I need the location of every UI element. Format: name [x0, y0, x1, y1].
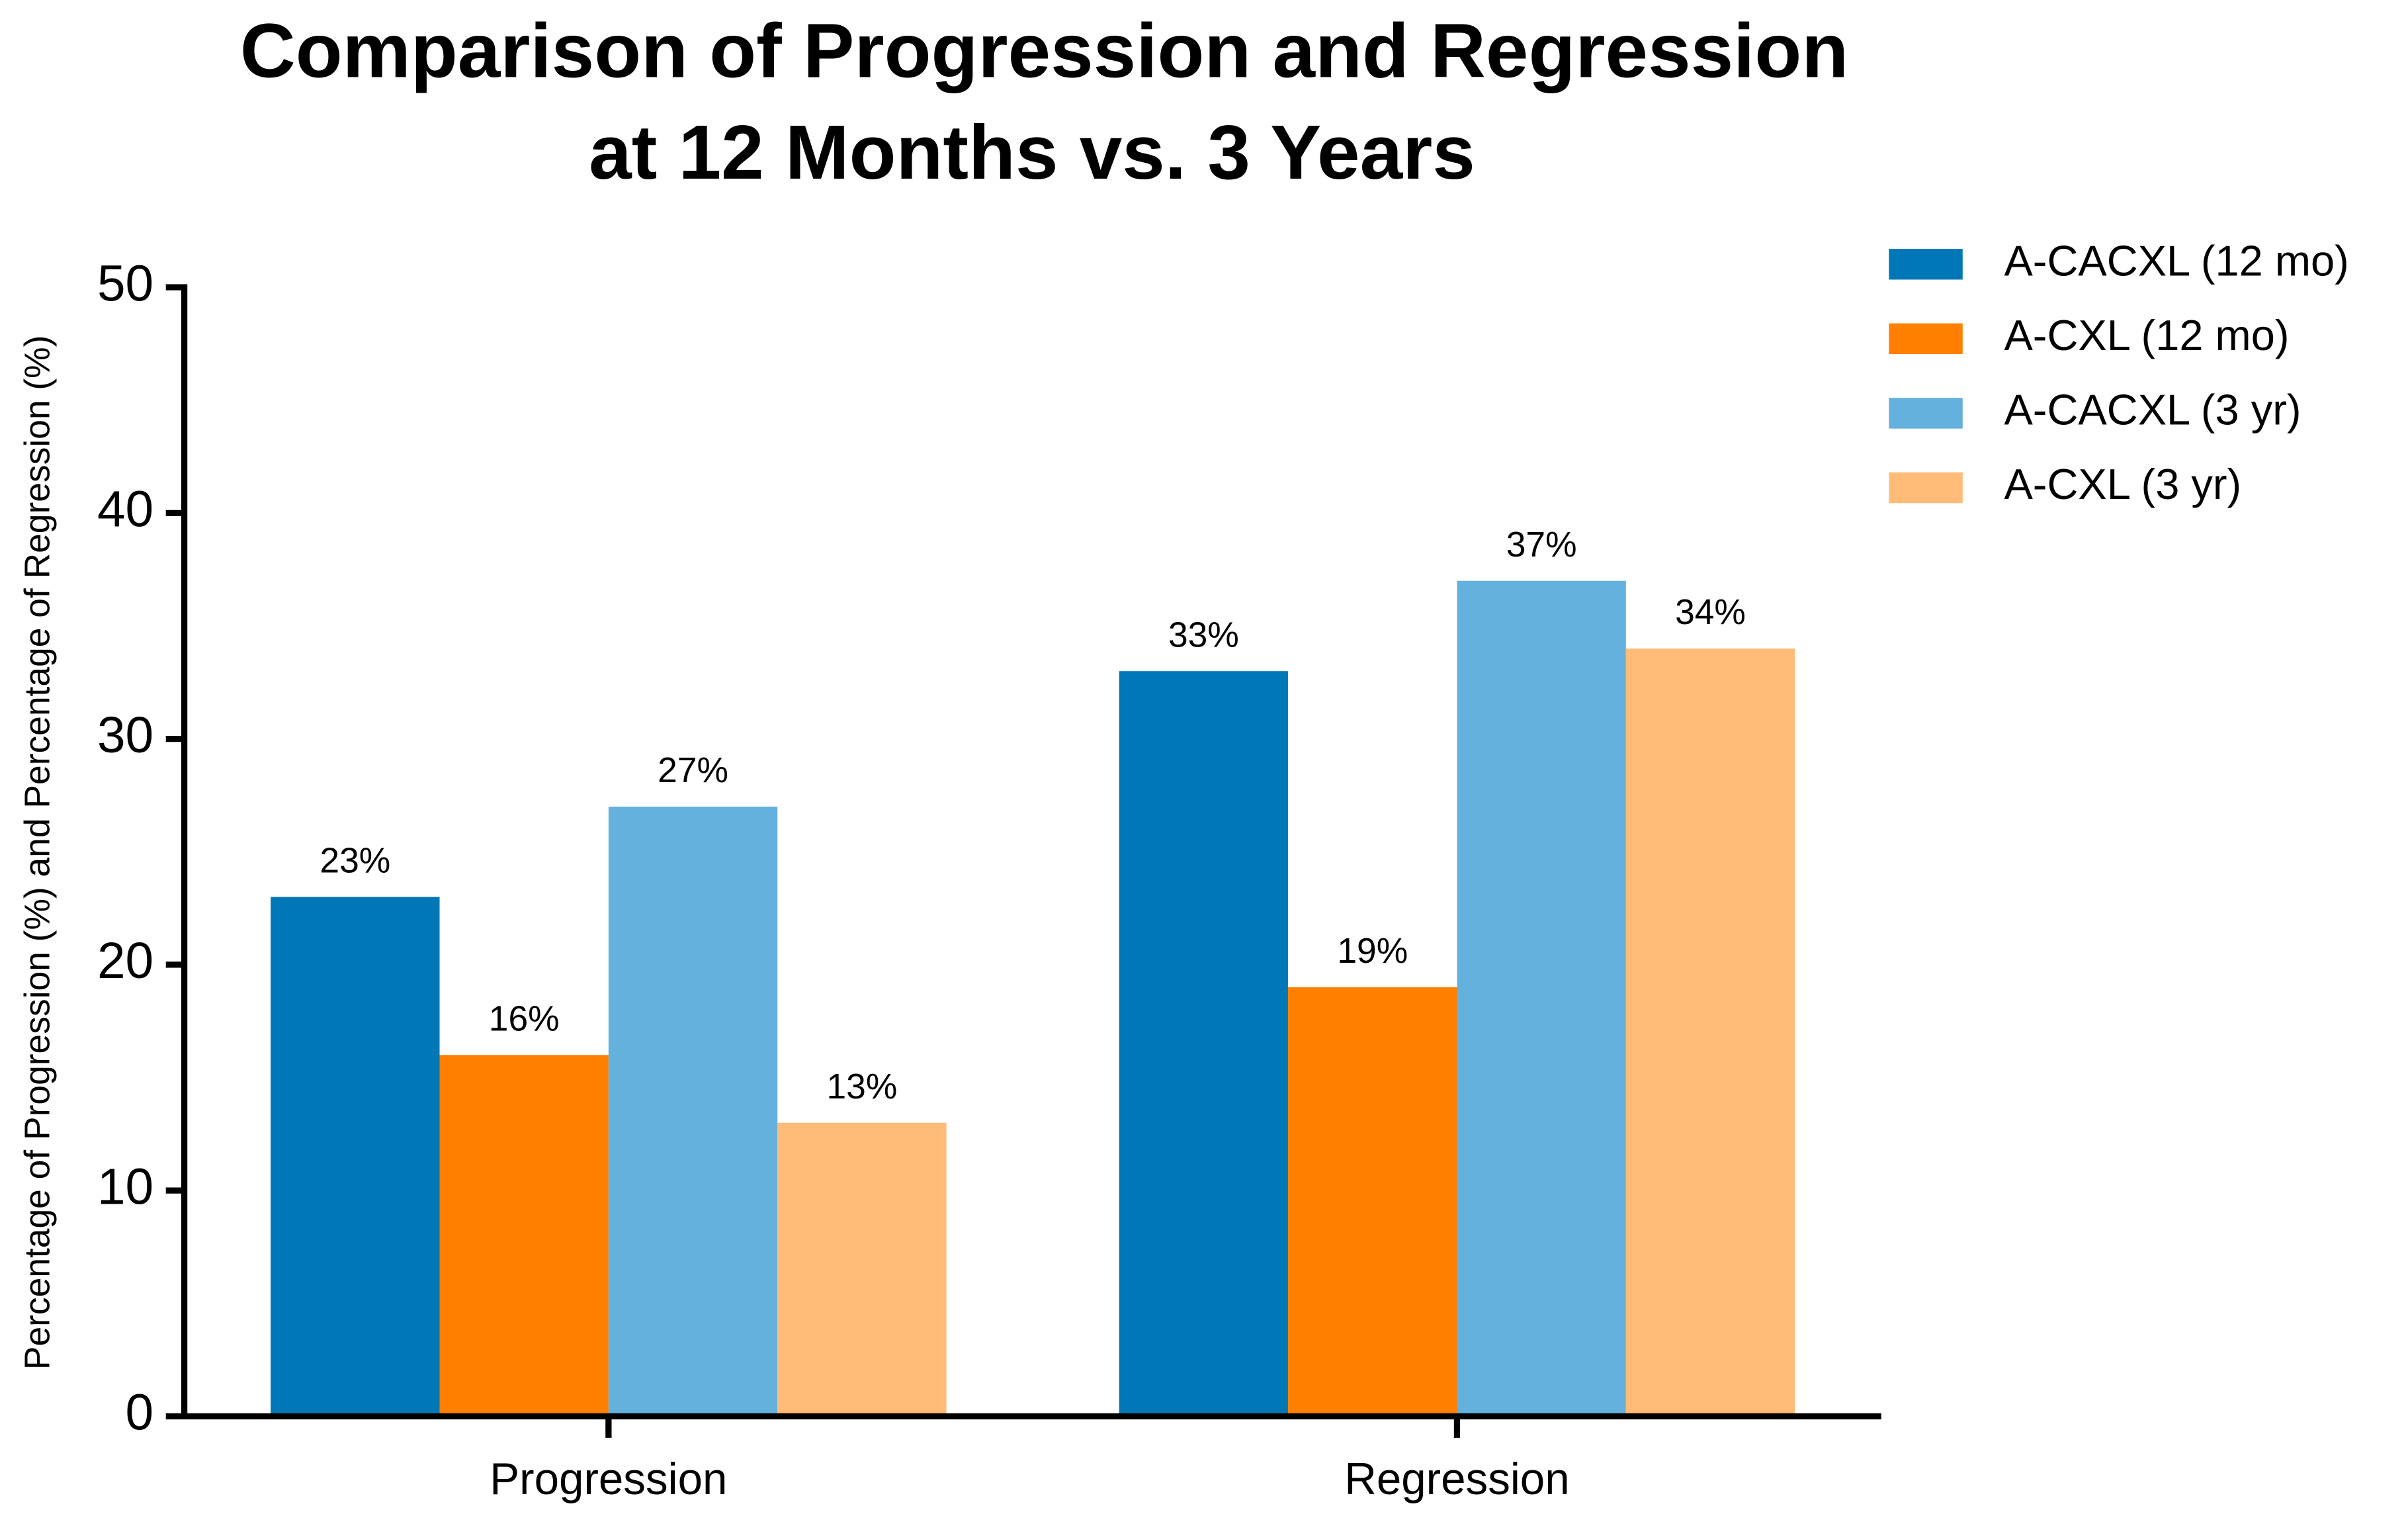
legend-swatch [1889, 249, 1963, 280]
y-axis-label: Percentage of Progression (%) and Percen… [18, 335, 57, 1370]
legend-swatch [1889, 398, 1963, 429]
legend-swatch [1889, 323, 1963, 355]
y-tick-label: 40 [97, 482, 153, 538]
bar [271, 897, 440, 1417]
legend-label: A-CACXL (12 mo) [2004, 236, 2348, 285]
value-label: 16% [489, 999, 560, 1038]
bar [1288, 987, 1457, 1417]
bar [608, 806, 778, 1417]
bar [439, 1055, 609, 1417]
legend-label: A-CXL (3 yr) [2004, 460, 2241, 508]
y-tick-label: 10 [97, 1159, 153, 1215]
value-label: 27% [658, 751, 728, 790]
value-label: 37% [1506, 525, 1577, 564]
bar [1625, 648, 1795, 1417]
chart-title: Comparison of Progression and Regression [240, 8, 1848, 94]
legend-label: A-CACXL (3 yr) [2004, 386, 2301, 434]
bar [1119, 671, 1289, 1417]
value-label: 19% [1337, 932, 1408, 971]
value-label: 23% [320, 842, 390, 881]
y-tick-label: 20 [97, 933, 153, 989]
y-tick-label: 30 [97, 707, 153, 764]
bar [1457, 580, 1626, 1417]
value-label: 13% [826, 1067, 897, 1106]
value-label: 33% [1168, 615, 1239, 654]
legend-label: A-CXL (12 mo) [2004, 311, 2289, 359]
x-tick-label: Progression [490, 1454, 727, 1504]
chart-title: at 12 Months vs. 3 Years [589, 109, 1475, 195]
bar [777, 1122, 947, 1417]
legend-swatch [1889, 472, 1963, 504]
value-label: 34% [1675, 593, 1746, 632]
y-tick-label: 50 [97, 255, 153, 312]
x-tick-label: Regression [1344, 1454, 1569, 1504]
y-tick-label: 0 [126, 1385, 154, 1441]
